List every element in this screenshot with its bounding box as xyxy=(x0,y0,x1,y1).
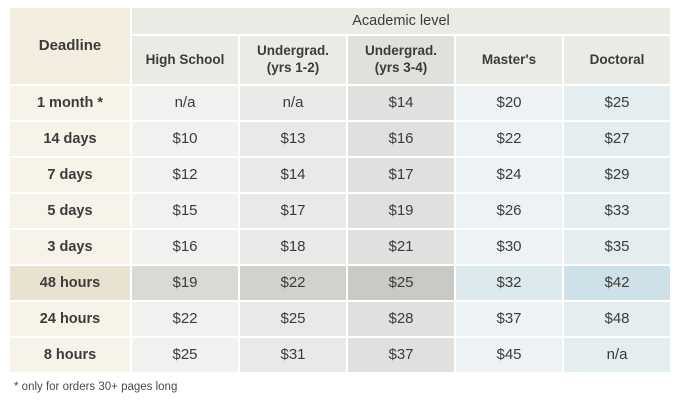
price-cell: $14 xyxy=(240,158,346,192)
price-cell: $35 xyxy=(564,230,670,264)
column-header-masters: Master's xyxy=(456,36,562,84)
price-cell: $20 xyxy=(456,86,562,120)
deadline-corner-header: Deadline xyxy=(10,8,130,84)
price-cell: $31 xyxy=(240,338,346,372)
price-cell: $17 xyxy=(348,158,454,192)
price-cell: $37 xyxy=(348,338,454,372)
row-label-48-hours: 48 hours xyxy=(10,266,130,300)
row-label-8-hours: 8 hours xyxy=(10,338,130,372)
price-cell: $13 xyxy=(240,122,346,156)
academic-level-group-header: Academic level xyxy=(132,8,670,34)
price-cell: $25 xyxy=(348,266,454,300)
column-header-undergrad-1-2: Undergrad. (yrs 1-2) xyxy=(240,36,346,84)
price-cell: $30 xyxy=(456,230,562,264)
row-label-24-hours: 24 hours xyxy=(10,302,130,336)
price-cell: $22 xyxy=(240,266,346,300)
row-label-7-days: 7 days xyxy=(10,158,130,192)
price-cell: $14 xyxy=(348,86,454,120)
column-header-doctoral: Doctoral xyxy=(564,36,670,84)
row-label-14-days: 14 days xyxy=(10,122,130,156)
price-cell: $21 xyxy=(348,230,454,264)
row-label-3-days: 3 days xyxy=(10,230,130,264)
price-cell: $33 xyxy=(564,194,670,228)
row-label-1-month: 1 month * xyxy=(10,86,130,120)
price-cell: $25 xyxy=(564,86,670,120)
row-label-5-days: 5 days xyxy=(10,194,130,228)
footnote: * only for orders 30+ pages long xyxy=(14,381,178,393)
column-header-high-school: High School xyxy=(132,36,238,84)
price-cell: $10 xyxy=(132,122,238,156)
price-cell: $42 xyxy=(564,266,670,300)
price-cell: n/a xyxy=(564,338,670,372)
price-cell: $16 xyxy=(132,230,238,264)
price-cell: $37 xyxy=(456,302,562,336)
column-header-undergrad-3-4: Undergrad. (yrs 3-4) xyxy=(348,36,454,84)
pricing-table: Deadline Academic level High School Unde… xyxy=(10,8,670,372)
price-cell: $25 xyxy=(240,302,346,336)
price-cell: $24 xyxy=(456,158,562,192)
price-cell: $27 xyxy=(564,122,670,156)
price-cell: $26 xyxy=(456,194,562,228)
price-cell: $29 xyxy=(564,158,670,192)
price-cell: $12 xyxy=(132,158,238,192)
price-cell: $25 xyxy=(132,338,238,372)
price-cell: $32 xyxy=(456,266,562,300)
price-cell: n/a xyxy=(132,86,238,120)
price-cell: $22 xyxy=(132,302,238,336)
price-cell: $17 xyxy=(240,194,346,228)
price-cell: $48 xyxy=(564,302,670,336)
price-cell: $19 xyxy=(348,194,454,228)
price-cell: $16 xyxy=(348,122,454,156)
price-cell: n/a xyxy=(240,86,346,120)
price-cell: $28 xyxy=(348,302,454,336)
price-cell: $18 xyxy=(240,230,346,264)
price-cell: $45 xyxy=(456,338,562,372)
price-cell: $15 xyxy=(132,194,238,228)
price-cell: $19 xyxy=(132,266,238,300)
price-cell: $22 xyxy=(456,122,562,156)
